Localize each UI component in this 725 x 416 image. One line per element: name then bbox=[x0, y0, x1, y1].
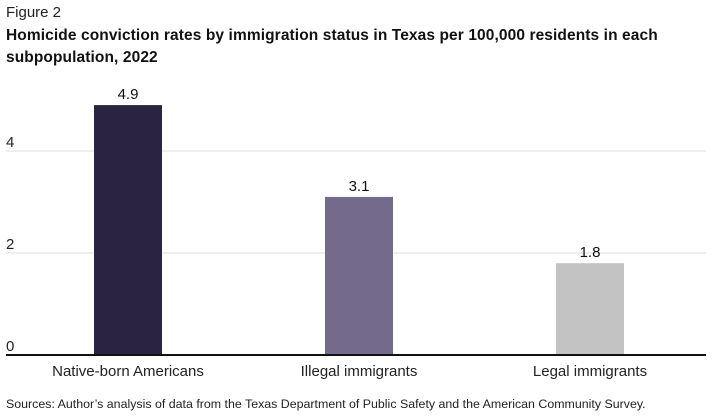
data-label: 3.1 bbox=[349, 178, 370, 195]
y-tick-label: 2 bbox=[6, 236, 14, 253]
chart-title: Homicide conviction rates by immigration… bbox=[6, 27, 658, 66]
bar-chart: 0 2 4 4.9 Native-born Americans 3.1 Illegal im… bbox=[6, 86, 706, 380]
bar bbox=[556, 263, 624, 355]
bar bbox=[94, 105, 162, 355]
category-label: Native-born Americans bbox=[52, 363, 204, 380]
bar bbox=[325, 196, 393, 355]
y-tick-label: 4 bbox=[6, 134, 14, 151]
category-label: Legal immigrants bbox=[533, 363, 647, 380]
category-label: Illegal immigrants bbox=[301, 363, 418, 380]
data-label: 4.9 bbox=[118, 86, 139, 103]
source-note: Sources: Author’s analysis of data from … bbox=[6, 397, 646, 411]
y-tick-label: 0 bbox=[6, 338, 14, 355]
data-label: 1.8 bbox=[580, 244, 601, 261]
figure-label: Figure 2 bbox=[6, 4, 62, 21]
